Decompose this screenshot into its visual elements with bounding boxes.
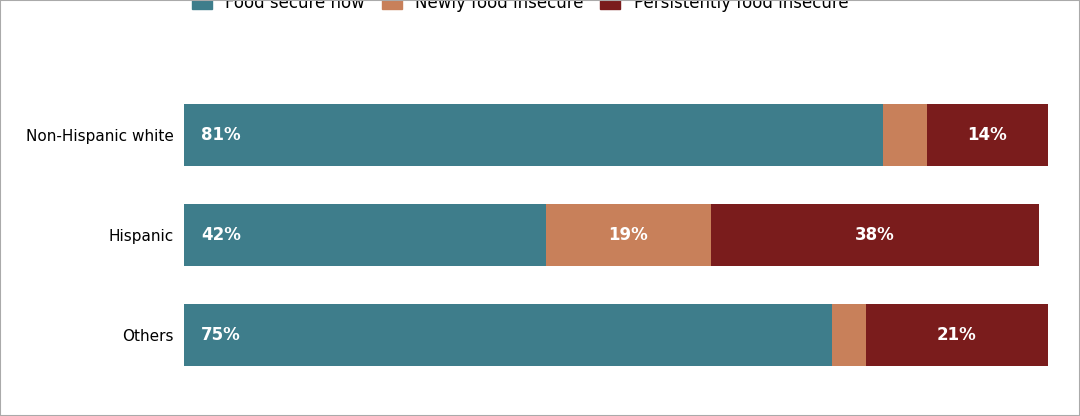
Bar bbox=[832, 304, 866, 366]
Text: 14%: 14% bbox=[968, 126, 1007, 144]
Text: 38%: 38% bbox=[855, 226, 894, 244]
Text: 42%: 42% bbox=[201, 226, 241, 244]
Text: 21%: 21% bbox=[937, 326, 976, 344]
Text: 81%: 81% bbox=[201, 126, 241, 144]
Bar bbox=[711, 204, 1039, 266]
Text: 19%: 19% bbox=[609, 226, 648, 244]
Bar bbox=[184, 204, 546, 266]
Bar bbox=[866, 304, 1048, 366]
Bar bbox=[184, 104, 883, 166]
Legend: Food secure now, Newly food insecure, Persistently food insecure: Food secure now, Newly food insecure, Pe… bbox=[192, 0, 848, 12]
Bar bbox=[927, 104, 1048, 166]
Bar bbox=[184, 304, 832, 366]
Bar bbox=[883, 104, 927, 166]
Bar bbox=[546, 204, 711, 266]
Text: 75%: 75% bbox=[201, 326, 241, 344]
